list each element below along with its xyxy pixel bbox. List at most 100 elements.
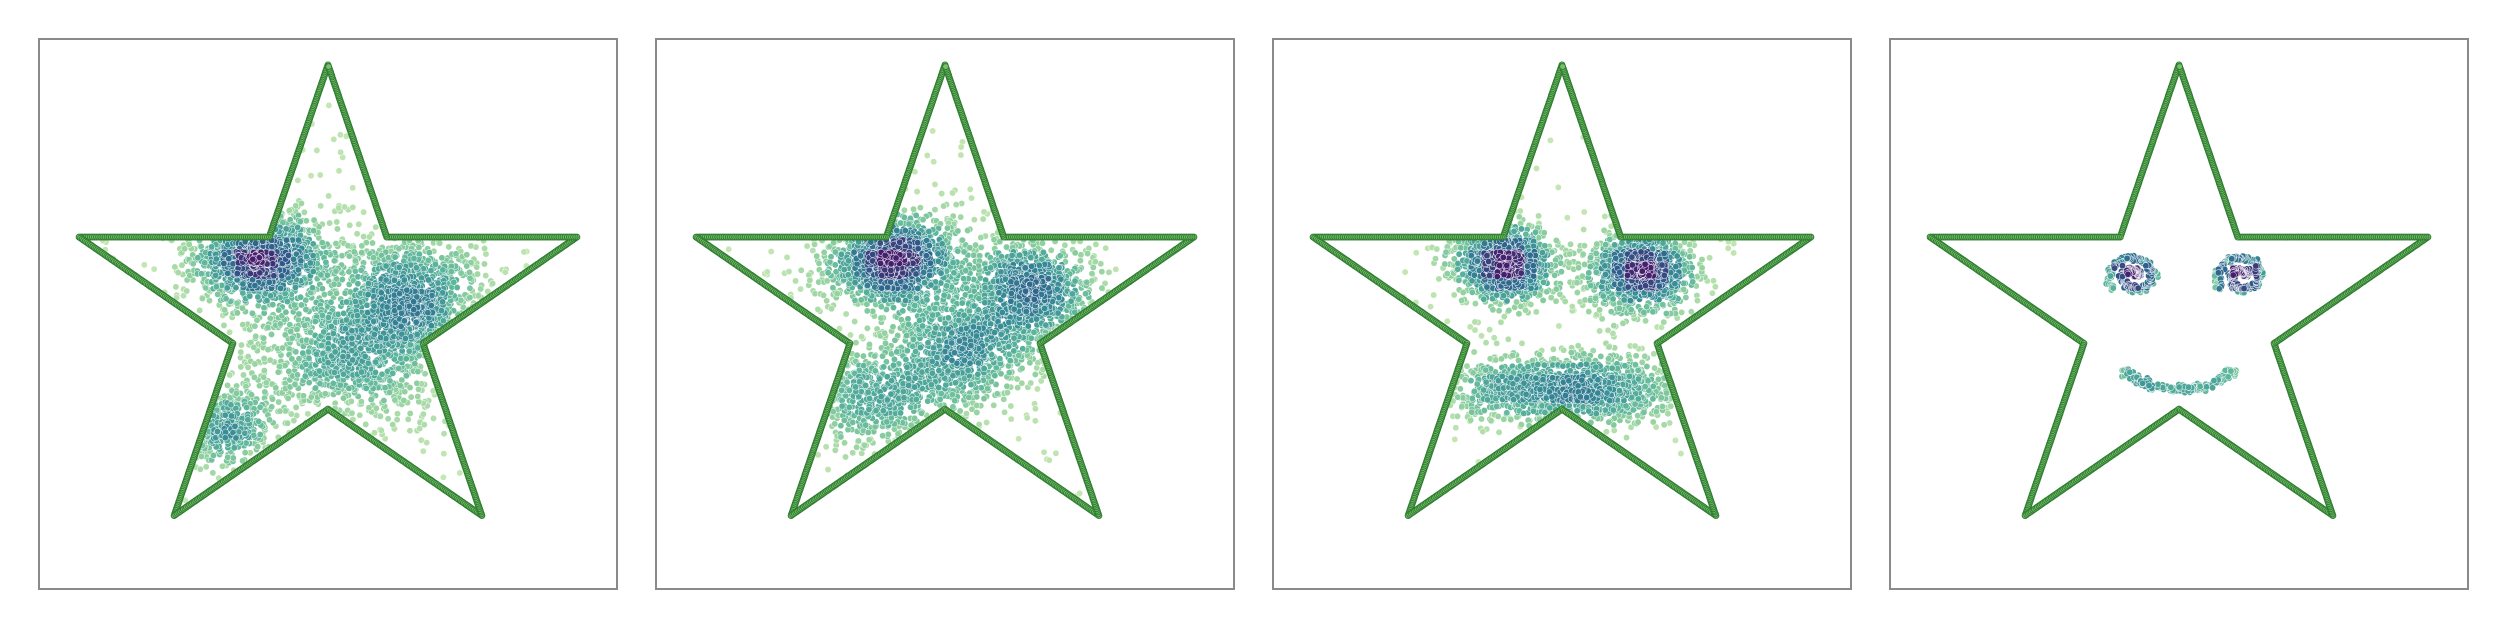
scatter-point [249, 255, 257, 263]
scatter-point [373, 342, 381, 350]
scatter-point [463, 262, 471, 270]
scatter-point [365, 233, 373, 241]
scatter-point [1098, 268, 1106, 276]
scatter-point [428, 322, 435, 330]
scatter-point [391, 253, 399, 261]
scatter-point [811, 240, 818, 248]
scatter-point [322, 258, 330, 266]
scatter-point [403, 286, 411, 294]
scatter-point [440, 430, 448, 438]
scatter-point [386, 377, 394, 385]
scatter-point [439, 289, 446, 297]
scatter-point [1018, 364, 1026, 372]
scatter-point [822, 443, 830, 451]
scatter-point [253, 316, 261, 324]
scatter-point [1071, 249, 1079, 257]
scatter-point [431, 260, 439, 268]
scatter-point [283, 236, 290, 244]
scatter-point [300, 208, 308, 216]
scatter-point [447, 268, 455, 276]
scatter-point [326, 289, 334, 297]
scatter-point [327, 323, 335, 330]
scatter-point [439, 266, 447, 274]
scatter-point [331, 348, 339, 356]
scatter-point [347, 397, 355, 405]
scatter-point [306, 259, 314, 267]
scatter-point [293, 325, 301, 333]
scatter-point [311, 318, 319, 325]
scatter-point [150, 265, 158, 273]
scatter-point [278, 272, 286, 280]
scatter-point [911, 414, 919, 422]
scatter-point [312, 350, 320, 358]
scatter-point [285, 207, 293, 214]
scatter-point [1027, 379, 1035, 387]
scatter-point [1004, 389, 1011, 397]
scatter-point [354, 280, 362, 288]
scatter-point [863, 324, 871, 332]
scatter-point [1088, 270, 1096, 278]
scatter-point [281, 331, 289, 339]
scatter-point [302, 360, 310, 368]
scatter-point [325, 314, 332, 321]
scatter-point [501, 268, 509, 276]
scatter-point [256, 269, 264, 277]
scatter-point [1045, 456, 1053, 464]
scatter-point [255, 417, 263, 425]
scatter-point [323, 271, 331, 279]
scatter-point [990, 401, 998, 409]
scatter-point [964, 227, 972, 234]
scatter-point [361, 352, 369, 360]
scatter-point [975, 421, 983, 428]
scatter-point [283, 298, 291, 305]
scatter-point [803, 242, 811, 250]
scatter-point [285, 367, 293, 375]
scatter-point [481, 260, 488, 268]
scatter-point [424, 309, 432, 317]
scatter-point [466, 274, 474, 282]
scatter-point [859, 352, 867, 360]
scatter-point [853, 351, 861, 359]
scatter-point [482, 250, 490, 258]
scatter-point [358, 249, 366, 257]
scatter-point [993, 390, 1001, 398]
scatter-point [171, 263, 179, 271]
scatter-point [268, 403, 276, 411]
scatter-point [842, 310, 850, 318]
scatter-point [292, 202, 300, 210]
scatter-point [313, 146, 321, 154]
scatter-point [853, 443, 861, 451]
scatter-point [929, 127, 937, 135]
scatter-point [233, 309, 241, 317]
scatter-point [221, 411, 229, 419]
scatter-point [189, 260, 197, 268]
scatter-point [285, 345, 293, 353]
scatter-point [377, 334, 385, 342]
scatter-point [305, 379, 313, 387]
scatter-point [372, 368, 379, 376]
scatter-point [295, 355, 303, 363]
scatter-point [910, 205, 917, 213]
scatter-point [395, 365, 403, 372]
scatter-point [292, 403, 300, 411]
scatter-point [274, 368, 282, 376]
scatter-point [1007, 402, 1015, 410]
scatter-point [823, 277, 831, 285]
scatter-point [809, 247, 817, 254]
scatter-point [318, 342, 325, 349]
scatter-point [318, 239, 326, 247]
scatter-point [365, 280, 372, 288]
scatter-point [1000, 395, 1008, 403]
scatter-point [474, 270, 481, 278]
scatter-point [358, 368, 365, 376]
scatter-point [294, 224, 302, 231]
scatter-point [391, 396, 399, 404]
scatter-point [413, 293, 421, 301]
scatter-point [220, 260, 228, 267]
scatter-point [183, 287, 191, 295]
scatter-point [305, 354, 313, 362]
scatter-point [304, 410, 312, 418]
scatter-point [241, 429, 249, 437]
scatter-point [214, 290, 222, 298]
